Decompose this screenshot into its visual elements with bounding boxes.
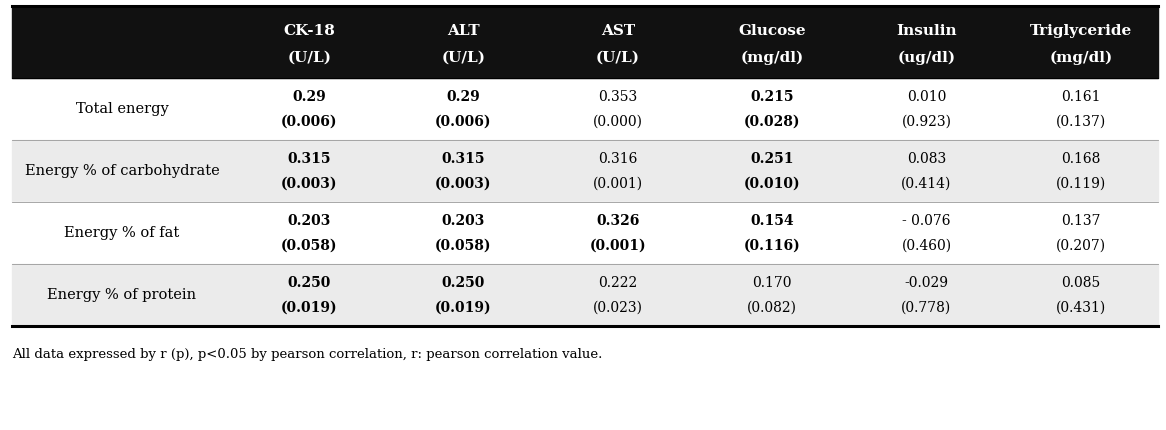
Text: 0.315: 0.315 (287, 152, 331, 166)
Text: 0.353: 0.353 (598, 90, 638, 104)
Text: Glucose: Glucose (738, 24, 806, 38)
Text: 0.137: 0.137 (1061, 214, 1101, 228)
Text: (0.058): (0.058) (281, 239, 337, 253)
Text: ALT: ALT (448, 24, 480, 38)
Text: All data expressed by r (p), p<0.05 by pearson correlation, r: pearson correlati: All data expressed by r (p), p<0.05 by p… (12, 348, 603, 361)
Text: (ug/dl): (ug/dl) (898, 51, 956, 65)
Text: 0.316: 0.316 (598, 152, 638, 166)
Text: Energy % of protein: Energy % of protein (48, 288, 197, 302)
Text: -0.029: -0.029 (905, 276, 948, 290)
Text: 0.250: 0.250 (442, 276, 485, 290)
Text: (0.001): (0.001) (590, 239, 646, 253)
Text: (0.058): (0.058) (435, 239, 492, 253)
Text: - 0.076: - 0.076 (902, 214, 950, 228)
Text: 0.085: 0.085 (1061, 276, 1101, 290)
Text: 0.203: 0.203 (442, 214, 485, 228)
Text: Triglyceride: Triglyceride (1030, 24, 1132, 38)
Text: (0.023): (0.023) (592, 301, 642, 315)
Text: (0.003): (0.003) (435, 177, 492, 191)
Text: (0.137): (0.137) (1055, 115, 1107, 129)
Text: (0.119): (0.119) (1055, 177, 1107, 191)
Text: (0.028): (0.028) (744, 115, 800, 129)
Text: 0.154: 0.154 (751, 214, 794, 228)
Text: 0.168: 0.168 (1061, 152, 1101, 166)
Text: Total energy: Total energy (76, 102, 168, 116)
Text: Insulin: Insulin (897, 24, 957, 38)
Text: (0.006): (0.006) (435, 115, 492, 129)
Text: 0.250: 0.250 (288, 276, 331, 290)
Bar (12, 78, 1158, 140)
Bar (12, 140, 1158, 202)
Text: 0.215: 0.215 (751, 90, 794, 104)
Text: 0.010: 0.010 (907, 90, 946, 104)
Text: Energy % of fat: Energy % of fat (64, 226, 180, 240)
Text: (0.431): (0.431) (1055, 301, 1107, 315)
Text: 0.170: 0.170 (752, 276, 792, 290)
Text: 0.083: 0.083 (907, 152, 946, 166)
Text: (mg/dl): (mg/dl) (1049, 51, 1112, 65)
Text: 0.251: 0.251 (751, 152, 794, 166)
Text: (0.019): (0.019) (435, 301, 492, 315)
Text: (U/L): (U/L) (287, 51, 331, 65)
Text: (0.003): (0.003) (281, 177, 337, 191)
Text: (0.414): (0.414) (901, 177, 951, 191)
Bar (12, 202, 1158, 264)
Text: 0.222: 0.222 (598, 276, 638, 290)
Text: 0.29: 0.29 (447, 90, 480, 104)
Text: Energy % of carbohydrate: Energy % of carbohydrate (24, 164, 219, 178)
Text: (0.019): (0.019) (281, 301, 337, 315)
Text: (0.006): (0.006) (281, 115, 337, 129)
Text: (0.116): (0.116) (744, 239, 801, 253)
Text: (0.460): (0.460) (901, 239, 951, 253)
Text: (0.001): (0.001) (592, 177, 642, 191)
Text: (0.000): (0.000) (592, 115, 642, 129)
Text: AST: AST (600, 24, 635, 38)
Text: (0.923): (0.923) (901, 115, 951, 129)
Text: (U/L): (U/L) (442, 51, 485, 65)
Text: (0.207): (0.207) (1055, 239, 1105, 253)
Text: CK-18: CK-18 (283, 24, 335, 38)
Text: (mg/dl): (mg/dl) (740, 51, 803, 65)
Bar (12, 264, 1158, 326)
Text: 0.203: 0.203 (288, 214, 331, 228)
Text: 0.29: 0.29 (293, 90, 326, 104)
Text: (0.082): (0.082) (747, 301, 798, 315)
Text: (U/L): (U/L) (596, 51, 640, 65)
Text: 0.161: 0.161 (1061, 90, 1101, 104)
Text: (0.010): (0.010) (744, 177, 801, 191)
Bar (12, 6, 1158, 78)
Text: 0.326: 0.326 (596, 214, 639, 228)
Text: (0.778): (0.778) (901, 301, 951, 315)
Text: 0.315: 0.315 (442, 152, 485, 166)
